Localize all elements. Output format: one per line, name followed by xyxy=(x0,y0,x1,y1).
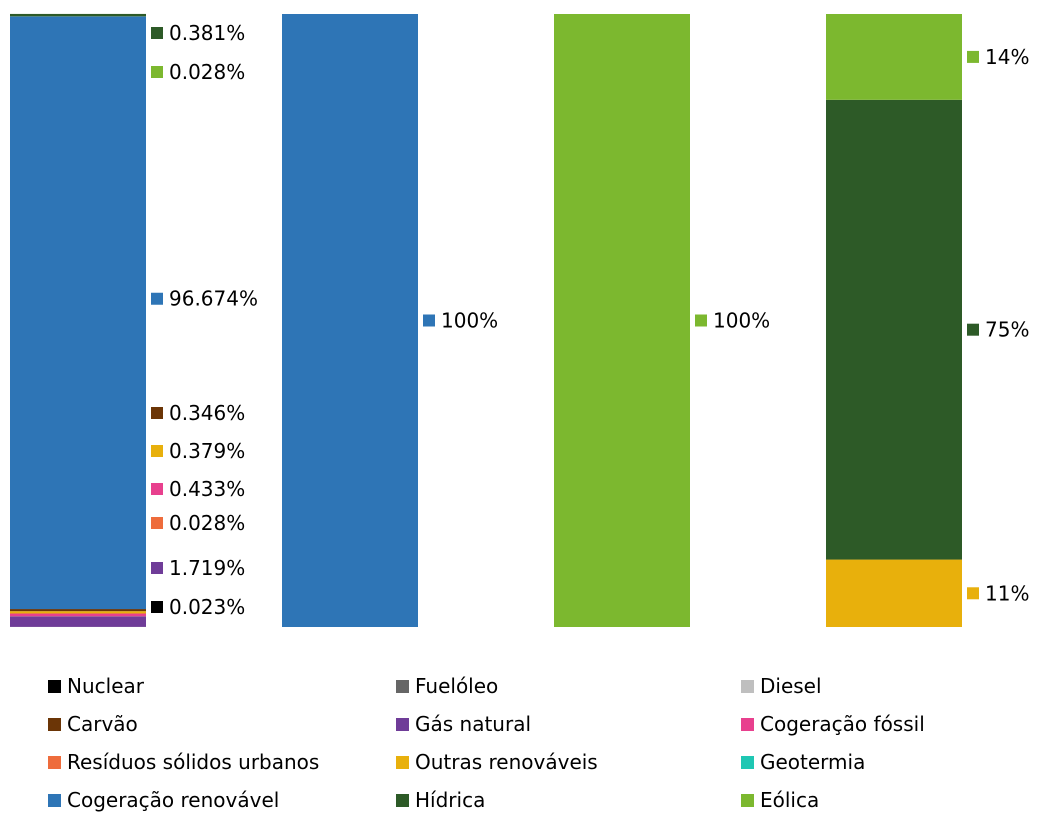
bar-segment xyxy=(10,16,146,610)
legend-item: Cogeração renovável xyxy=(48,788,396,812)
legend-label: Gás natural xyxy=(415,712,532,736)
legend-swatch xyxy=(396,755,409,769)
data-label: 100% xyxy=(441,309,498,333)
legend-swatch xyxy=(48,717,61,731)
legend-swatch xyxy=(741,793,754,807)
legend-item: Resíduos sólidos urbanos xyxy=(48,750,396,774)
legend-item: Hídrica xyxy=(396,788,741,812)
data-label: 0.381% xyxy=(169,21,245,45)
data-label-marker xyxy=(967,587,979,600)
chart-legend: Nuclear Fuelóleo Diesel Carvão Gás natural Co… xyxy=(48,674,1048,812)
data-label-marker xyxy=(151,407,163,419)
bar-segment xyxy=(554,14,690,627)
bar-segment xyxy=(10,611,146,614)
legend-item: Gás natural xyxy=(396,712,741,736)
bar-segment xyxy=(826,14,962,100)
data-label: 0.379% xyxy=(169,439,245,463)
data-label: 96.674% xyxy=(169,287,258,311)
legend-label: Nuclear xyxy=(67,674,144,698)
legend-swatch xyxy=(396,679,409,693)
legend-item: Nuclear xyxy=(48,674,396,698)
data-label-marker xyxy=(967,323,979,336)
legend-swatch xyxy=(396,793,409,807)
legend-item: Outras renováveis xyxy=(396,750,741,774)
data-label: 11% xyxy=(985,581,1029,605)
bar-segment xyxy=(10,609,146,612)
data-label: 1.719% xyxy=(169,556,245,580)
legend-label: Resíduos sólidos urbanos xyxy=(67,750,320,774)
legend-label: Diesel xyxy=(760,674,822,698)
bar-segment xyxy=(826,559,962,627)
data-label-marker xyxy=(967,50,979,63)
data-label-marker xyxy=(695,314,707,327)
legend-label: Hídrica xyxy=(415,788,486,812)
bar-segment xyxy=(10,13,146,17)
legend-item: Diesel xyxy=(741,674,1041,698)
data-label: 75% xyxy=(985,318,1029,342)
data-label-marker xyxy=(151,292,163,305)
data-label-marker xyxy=(151,66,163,78)
legend-item: Fuelóleo xyxy=(396,674,741,698)
data-label: 14% xyxy=(985,45,1029,69)
data-label-marker xyxy=(151,445,163,457)
data-label-marker xyxy=(151,483,163,495)
data-label-marker xyxy=(151,601,163,613)
data-label: 0.433% xyxy=(169,477,245,501)
bar-segment xyxy=(826,99,962,560)
data-label: 0.028% xyxy=(169,511,245,535)
data-label: 0.028% xyxy=(169,60,245,84)
data-label-marker xyxy=(151,562,163,574)
data-label-marker xyxy=(151,517,163,529)
legend-swatch xyxy=(741,755,754,769)
bar-segment xyxy=(10,613,146,617)
legend-label: Cogeração fóssil xyxy=(760,712,925,736)
legend-item: Cogeração fóssil xyxy=(741,712,1041,736)
data-label-marker xyxy=(423,314,435,327)
bar-segment xyxy=(10,616,146,627)
legend-label: Fuelóleo xyxy=(415,674,499,698)
legend-swatch xyxy=(741,679,754,693)
legend-label: Outras renováveis xyxy=(415,750,598,774)
legend-swatch xyxy=(741,717,754,731)
legend-label: Eólica xyxy=(760,788,820,812)
legend-swatch xyxy=(396,717,409,731)
data-label: 0.023% xyxy=(169,595,245,619)
data-label-marker xyxy=(151,27,163,39)
legend-item: Carvão xyxy=(48,712,396,736)
stacked-bar-chart: 0.023% 1.719% 0.028% 0.433% 0.379% 0.346% 96.6… xyxy=(10,13,1029,627)
legend-swatch xyxy=(48,679,61,693)
legend-item: Geotermia xyxy=(741,750,1041,774)
data-label: 0.346% xyxy=(169,401,245,425)
legend-swatch xyxy=(48,755,61,769)
legend-item: Eólica xyxy=(741,788,1041,812)
legend-label: Carvão xyxy=(67,712,138,736)
legend-label: Cogeração renovável xyxy=(67,788,280,812)
legend-label: Geotermia xyxy=(760,750,866,774)
bar-segment xyxy=(282,14,418,627)
legend-swatch xyxy=(48,793,61,807)
data-label: 100% xyxy=(713,309,770,333)
